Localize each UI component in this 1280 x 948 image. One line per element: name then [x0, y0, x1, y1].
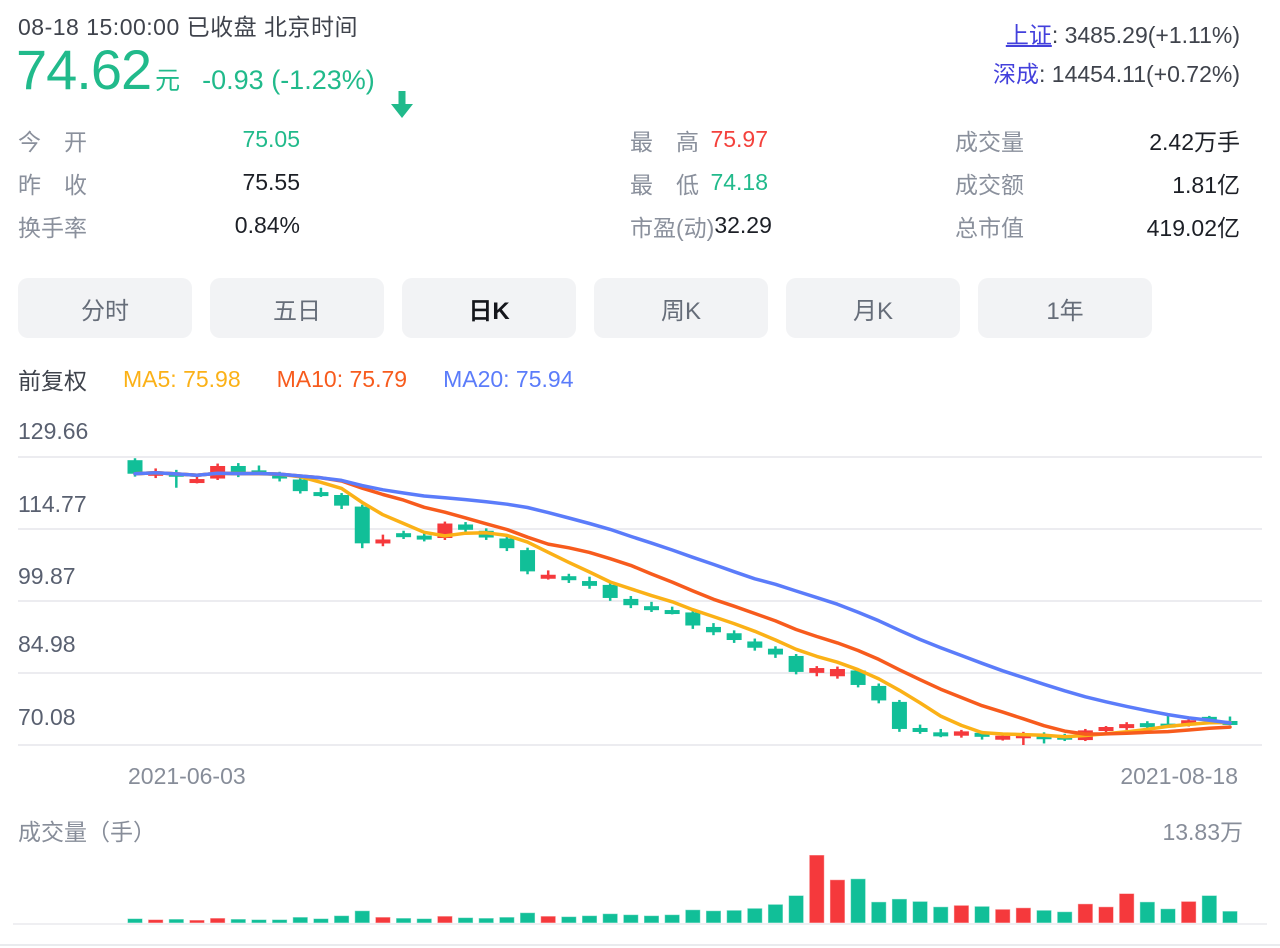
- price-change: -0.93 (-1.23%): [202, 65, 375, 95]
- stat-low-label: 最 低: [630, 171, 699, 198]
- quote-stats: 今 开 75.05 昨 收 75.55 换手率 0.84% 最 高 75.97 …: [0, 118, 1280, 243]
- tab-weekly-k[interactable]: 周K: [594, 278, 768, 338]
- stat-amount-label: 成交额: [955, 171, 1024, 198]
- stat-pe-ratio-label: 市盈(动): [630, 214, 715, 241]
- section-divider: [0, 944, 1280, 946]
- ma10-legend: MA10: 75.79: [276, 365, 408, 392]
- volume-axis-max: 13.83万: [1162, 819, 1243, 845]
- stat-open: 今 开 75.05: [18, 118, 300, 161]
- stat-volume: 成交量 2.42万手: [955, 118, 1240, 161]
- index-shenzhen-value: : 14454.11(+0.72%): [1039, 61, 1240, 87]
- stat-pe-ratio: 市盈(动) 32.29: [630, 204, 772, 247]
- volume-title: 成交量（手）: [18, 819, 156, 845]
- y-axis-tick-1: 129.66: [18, 418, 89, 444]
- adjust-mode-label[interactable]: 前复权: [18, 368, 87, 394]
- index-shanghai: 上证: 3485.29(+1.11%): [993, 16, 1240, 55]
- y-axis-tick-3: 99.87: [18, 563, 76, 589]
- stat-prev-close-label: 昨 收: [18, 171, 87, 198]
- stat-market-cap-value: 419.02亿: [1146, 214, 1240, 241]
- tab-1year[interactable]: 1年: [978, 278, 1152, 338]
- stat-volume-label: 成交量: [955, 128, 1024, 155]
- y-axis-tick-2: 114.77: [18, 491, 87, 517]
- price-unit: 元: [155, 67, 181, 95]
- ma5-legend: MA5: 75.98: [123, 365, 241, 392]
- stat-high-label: 最 高: [630, 128, 699, 155]
- period-tabs: 分时 五日 日K 周K 月K 1年: [18, 278, 1152, 338]
- stat-low-value: 74.18: [710, 169, 768, 195]
- ma20-legend: MA20: 75.94: [443, 365, 574, 392]
- stat-high-value: 75.97: [710, 126, 768, 152]
- tab-minute[interactable]: 分时: [18, 278, 192, 338]
- stat-market-cap-label: 总市值: [955, 214, 1024, 241]
- x-axis-labels: 2021-06-03 2021-08-18: [0, 763, 1280, 793]
- stat-turnover-rate-value: 0.84%: [234, 212, 300, 238]
- index-shenzhen-link[interactable]: 深成: [993, 61, 1040, 87]
- x-axis-end-date: 2021-08-18: [1120, 763, 1238, 789]
- stat-amount-value: 1.81亿: [1172, 171, 1240, 198]
- volume-chart[interactable]: [0, 845, 1280, 945]
- stat-market-cap: 总市值 419.02亿: [955, 204, 1240, 247]
- stat-turnover-rate-label: 换手率: [18, 214, 87, 241]
- tab-daily-k[interactable]: 日K: [402, 278, 576, 338]
- volume-baseline: [13, 923, 1267, 925]
- x-axis-start-date: 2021-06-03: [128, 763, 246, 789]
- market-time-status: 08-18 15:00:00 已收盘 北京时间: [18, 14, 359, 40]
- stat-prev-close-value: 75.55: [242, 169, 300, 195]
- stat-open-value: 75.05: [242, 126, 300, 152]
- price-block: 74.62 元 -0.93 (-1.23%): [16, 38, 413, 118]
- index-shenzhen: 深成: 14454.11(+0.72%): [993, 55, 1240, 94]
- stat-volume-value: 2.42万手: [1149, 128, 1240, 155]
- stat-open-label: 今 开: [18, 128, 87, 155]
- stat-turnover-rate: 换手率 0.84%: [18, 204, 300, 247]
- y-axis-tick-4: 84.98: [18, 631, 76, 657]
- y-axis-tick-5: 70.08: [18, 704, 76, 730]
- index-shanghai-value: : 3485.29(+1.11%): [1051, 22, 1240, 48]
- candlestick-chart[interactable]: [0, 410, 1280, 762]
- market-indices: 上证: 3485.29(+1.11%) 深成: 14454.11(+0.72%): [993, 16, 1240, 94]
- current-price: 74.62: [16, 38, 152, 101]
- stat-high: 最 高 75.97: [630, 118, 768, 161]
- stat-amount: 成交额 1.81亿: [955, 161, 1240, 204]
- chart-legend: 前复权 MA5: 75.98 MA10: 75.79 MA20: 75.94: [18, 362, 573, 396]
- stat-low: 最 低 74.18: [630, 161, 768, 204]
- tab-monthly-k[interactable]: 月K: [786, 278, 960, 338]
- index-shanghai-link[interactable]: 上证: [1005, 22, 1052, 48]
- tab-5day[interactable]: 五日: [210, 278, 384, 338]
- stat-pe-ratio-value: 32.29: [714, 212, 772, 238]
- stat-prev-close: 昨 收 75.55: [18, 161, 300, 204]
